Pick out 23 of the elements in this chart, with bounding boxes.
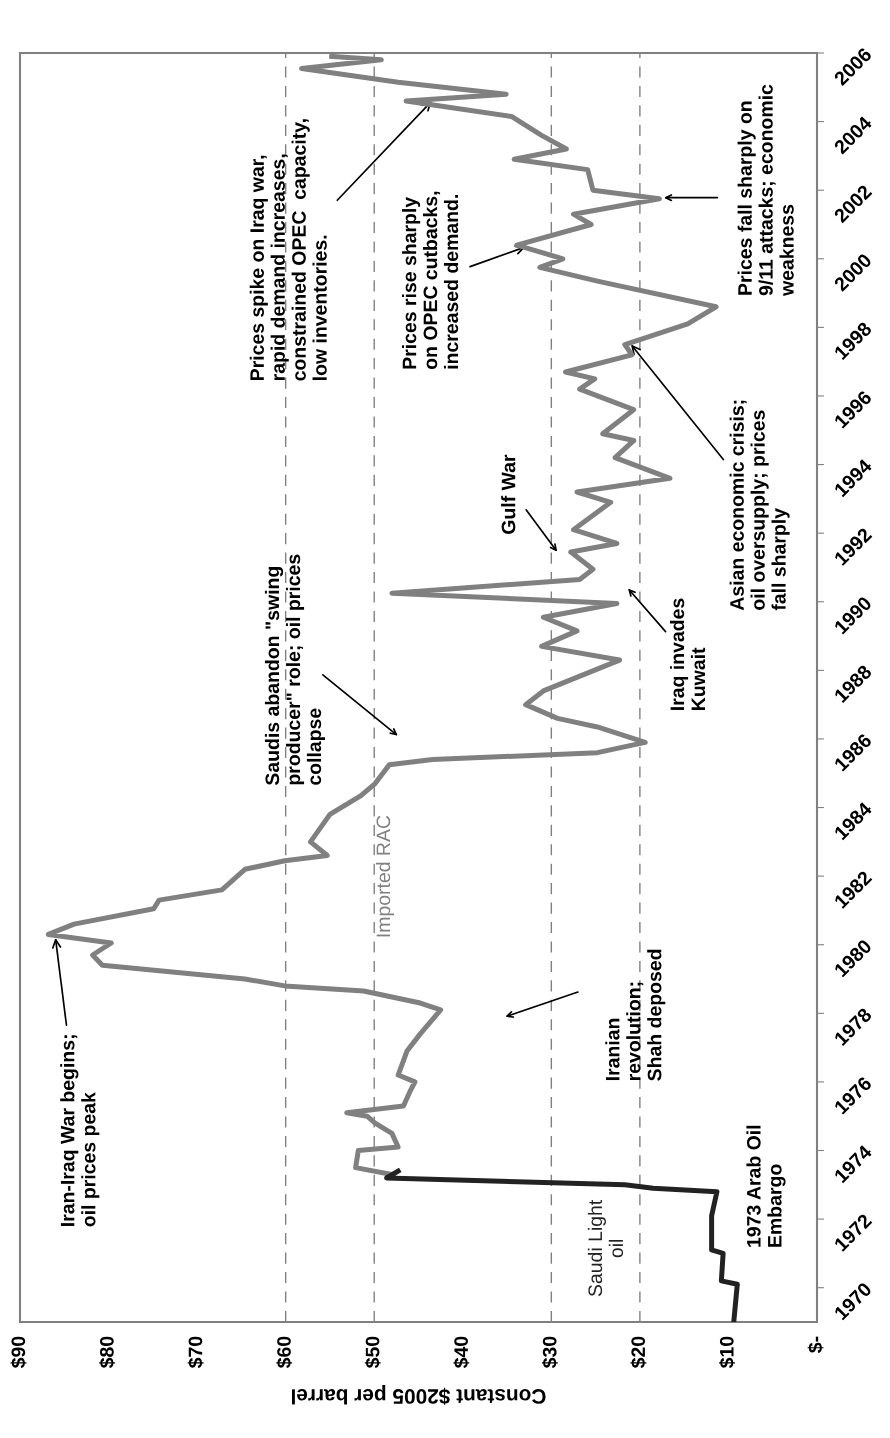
x-tick-label: $90 — [10, 1336, 27, 1369]
text: Imported RAC — [375, 815, 395, 937]
annotation: Iranian revolution; Shah deposed — [605, 949, 666, 1081]
x-tick-label: $- — [807, 1336, 824, 1353]
annotation: Iran-Iraq War begins; oil prices peak — [60, 1035, 100, 1227]
x-tick-label: $70 — [187, 1336, 204, 1369]
annotation: Prices fall sharply on 9/11 attacks; economic weakness — [737, 84, 794, 297]
x-tick-label: $30 — [541, 1336, 558, 1369]
annotation: Prices rise sharply on OPEC cutbacks, increased demand. — [402, 191, 459, 370]
x-tick-label: $20 — [630, 1336, 647, 1369]
x-tick-label: $60 — [276, 1336, 293, 1369]
annotation: Prices spike on Iraq war, rapid demand increases, constrained OPEC capacity, low inventories. — [249, 119, 327, 381]
x-tick-label: $10 — [719, 1336, 735, 1369]
annotation: Saudis abandon "swing producer" role; oil prices collapse — [264, 554, 326, 786]
annotation: Iraq invades Kuwait — [669, 598, 706, 710]
annotation: Gulf War — [501, 454, 516, 534]
x-axis-title: Constant $2005 per barrel — [292, 1384, 546, 1405]
annotation: Asian economic crisis; oil oversupply; prices fall sharply — [729, 400, 790, 611]
text: Saudi Light oil — [587, 1199, 624, 1297]
annotation: 1973 Arab Oil Embargo — [746, 1125, 786, 1247]
x-tick-label: $40 — [453, 1336, 470, 1369]
x-tick-label: $50 — [364, 1336, 381, 1369]
x-tick-label: $80 — [99, 1336, 116, 1369]
